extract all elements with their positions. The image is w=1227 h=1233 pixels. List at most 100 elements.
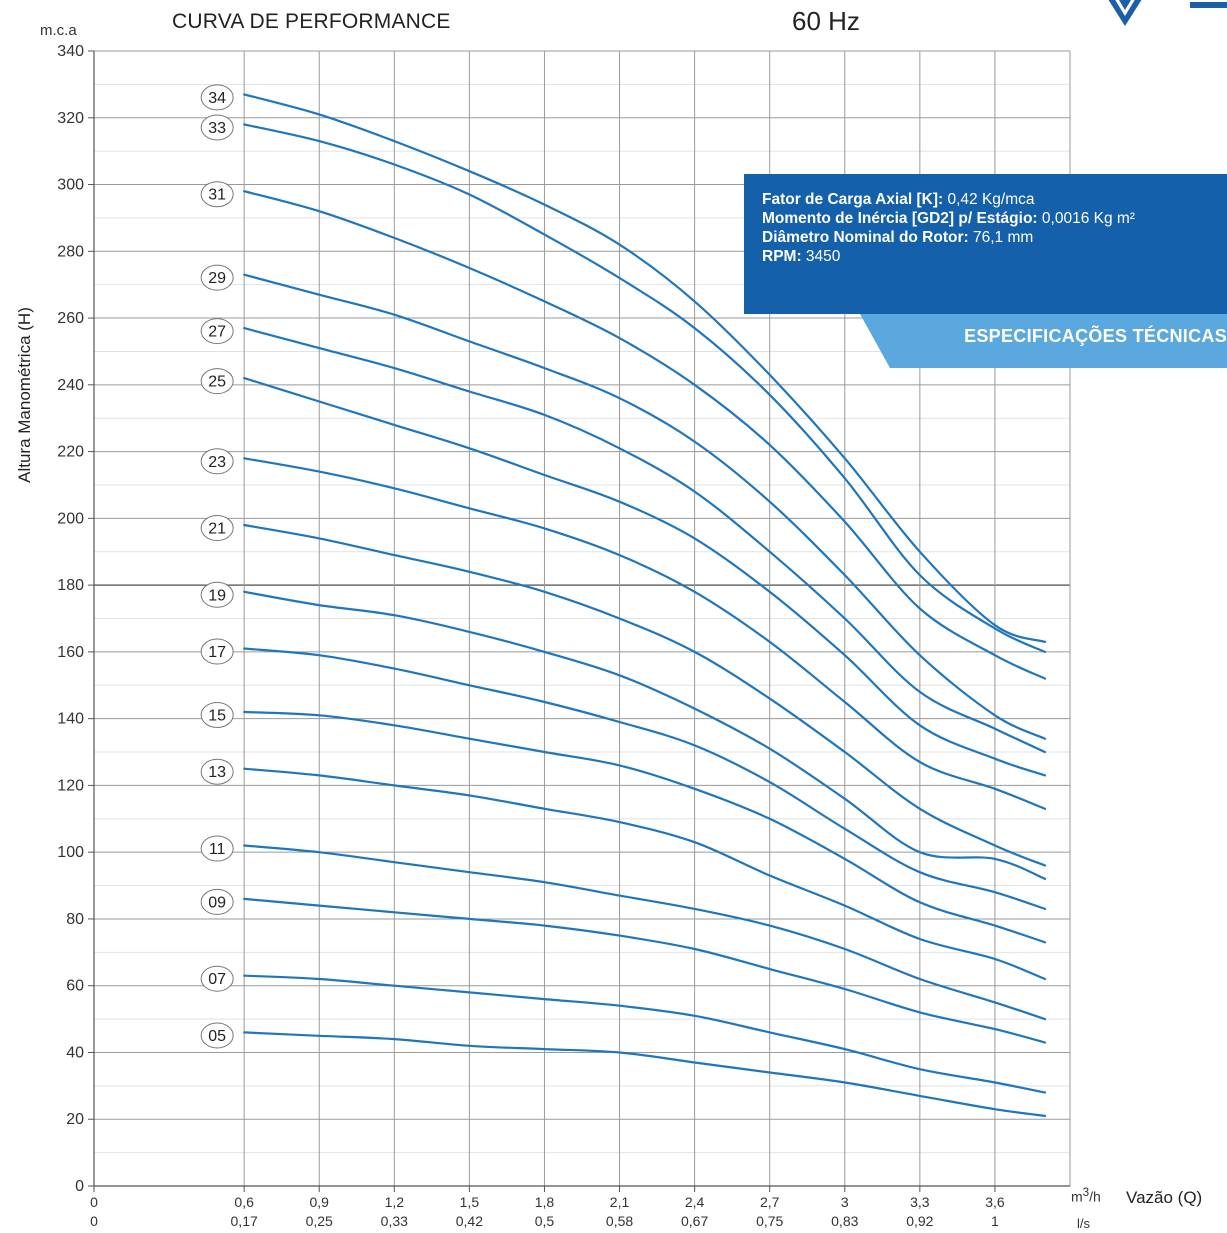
y-tick-label: 300 <box>57 177 84 194</box>
series-label-25: 25 <box>208 374 226 391</box>
series-labels: 34 33 31 29 27 25 23 21 19 17 15 13 11 09 07 05 <box>200 84 234 1049</box>
x-tick-label-m3h: 3,6 <box>985 1194 1005 1210</box>
y-tick-label: 60 <box>66 978 84 995</box>
series-line-27 <box>243 327 1047 754</box>
x-unit-base: m <box>1071 1188 1083 1205</box>
series-label-21: 21 <box>208 521 226 538</box>
y-tick-label: 120 <box>57 777 84 794</box>
x-tick-label-m3h: 0 <box>90 1194 98 1210</box>
brand-bar <box>1190 2 1227 8</box>
series-label-29: 29 <box>208 270 226 287</box>
x-tick-label-ls: 0,25 <box>306 1213 333 1229</box>
x-tick-label-m3h: 3,3 <box>910 1194 930 1210</box>
series-label-27: 27 <box>208 324 226 341</box>
series-line-21 <box>243 523 1047 867</box>
series-label-circle-07 <box>200 965 234 992</box>
series-line-05 <box>243 1031 1047 1117</box>
series-label-17: 17 <box>208 644 226 661</box>
spec-axial-load: Fator de Carga Axial [K]: 0,42 Kg/mca <box>762 190 1227 209</box>
y-tick-label: 320 <box>57 110 84 127</box>
x-tick-label-m3h: 0,6 <box>234 1194 254 1210</box>
x-tick-label-m3h: 3 <box>841 1194 849 1210</box>
y-tick-label: 140 <box>57 711 84 728</box>
series-label-circle-27 <box>200 318 234 345</box>
y-tick-label: 220 <box>57 444 84 461</box>
series-label-circle-33 <box>200 114 234 141</box>
series-line-07 <box>243 974 1047 1094</box>
spec-rpm-value: 3450 <box>805 248 841 265</box>
series-line-31 <box>243 190 1047 680</box>
spec-inertia-value: 0,0016 Kg m² <box>1041 210 1135 227</box>
spec-rotor-diameter: Diâmetro Nominal do Rotor: 76,1 mm <box>762 228 1227 247</box>
spec-inertia: Momento de Inércia [GD2] p/ Estágio: 0,0… <box>762 209 1227 228</box>
spec-axial-load-label: Fator de Carga Axial [K]: <box>762 191 944 208</box>
y-tick-label: 180 <box>57 577 84 594</box>
x-tick-label-ls: 0,42 <box>456 1213 483 1229</box>
series-label-circle-21 <box>200 515 234 542</box>
x-unit-tail: /h <box>1089 1188 1101 1205</box>
x-tick-label-m3h: 2,4 <box>685 1194 705 1210</box>
series-label-13: 13 <box>208 764 226 781</box>
x-tick-label-m3h: 2,7 <box>760 1194 780 1210</box>
y-tick-label: 80 <box>66 911 84 928</box>
series-label-circle-34 <box>200 84 234 111</box>
y-tick-label: 340 <box>57 43 84 60</box>
y-tick-label: 160 <box>57 644 84 661</box>
series-label-34: 34 <box>208 90 226 107</box>
x-tick-label-ls: 0,17 <box>231 1213 258 1229</box>
series-label-circle-29 <box>200 264 234 291</box>
series-label-05: 05 <box>208 1028 226 1045</box>
spec-rpm: RPM: 3450 <box>762 247 1227 266</box>
series-label-circle-15 <box>200 701 234 728</box>
series-label-circle-17 <box>200 638 234 665</box>
chart-title: CURVA DE PERFORMANCE <box>172 10 451 33</box>
y-tick-label: 280 <box>57 243 84 260</box>
axes <box>93 51 1070 1187</box>
y-tick-label: 260 <box>57 310 84 327</box>
series-label-19: 19 <box>208 587 226 604</box>
y-axis-label: Altura Manométrica (H) <box>15 307 34 483</box>
x-tick-label-m3h: 0,9 <box>309 1194 329 1210</box>
spec-rpm-label: RPM: <box>762 248 802 265</box>
y-axis-unit: m.c.a <box>40 22 77 39</box>
x-tick-label-ls: 0,75 <box>756 1213 783 1229</box>
brand-logo <box>1108 0 1142 26</box>
x-axis-unit-ls: l/s <box>1077 1216 1090 1231</box>
x-tick-label-m3h: 1,8 <box>535 1194 555 1210</box>
x-unit-exp: 3 <box>1082 1186 1090 1199</box>
series-label-circle-09 <box>200 888 234 915</box>
series-label-33: 33 <box>208 120 226 137</box>
series-label-circle-31 <box>200 181 234 208</box>
spec-inertia-label: Momento de Inércia [GD2] p/ Estágio: <box>762 210 1038 227</box>
series-line-19 <box>243 590 1047 880</box>
x-tick-label-m3h: 1,5 <box>460 1194 480 1210</box>
series-label-circle-23 <box>200 448 234 475</box>
series-line-25 <box>243 377 1047 777</box>
series-line-17 <box>243 647 1047 910</box>
x-axis-label: Vazão (Q) <box>1126 1188 1203 1207</box>
x-axis-unit-m3h: m3/h <box>1071 1186 1101 1205</box>
x-tick-label-ls: 0,58 <box>606 1213 633 1229</box>
x-tick-label-ls: 0,33 <box>381 1213 408 1229</box>
x-tick-label-ls: 0,5 <box>535 1213 555 1229</box>
series-line-09 <box>243 897 1047 1044</box>
technical-specs-title: ESPECIFICAÇÕES TÉCNICAS <box>964 326 1227 346</box>
spec-rotor-label: Diâmetro Nominal do Rotor: <box>762 229 969 246</box>
series-label-07: 07 <box>208 971 226 988</box>
series-line-23 <box>243 457 1047 810</box>
series-label-circle-25 <box>200 368 234 395</box>
x-tick-label-ls: 0,83 <box>831 1213 858 1229</box>
series-line-15 <box>243 710 1047 944</box>
y-tick-label: 0 <box>75 1178 84 1195</box>
y-tick-label: 40 <box>66 1044 84 1061</box>
x-tick-label-m3h: 1,2 <box>385 1194 405 1210</box>
series-label-15: 15 <box>208 707 226 724</box>
series-label-31: 31 <box>208 187 226 204</box>
technical-specs-tab: ESPECIFICAÇÕES TÉCNICAS <box>860 314 1227 368</box>
series-label-circle-11 <box>200 835 234 862</box>
x-tick-label-ls: 0,67 <box>681 1213 708 1229</box>
x-tick-labels: 0 0 0,6 0,17 0,9 0,25 1,2 0,33 1,5 0,42 1,8 0,5 2,1 0… <box>90 1186 1005 1229</box>
series-label-circle-13 <box>200 758 234 785</box>
series-line-13 <box>243 767 1047 981</box>
